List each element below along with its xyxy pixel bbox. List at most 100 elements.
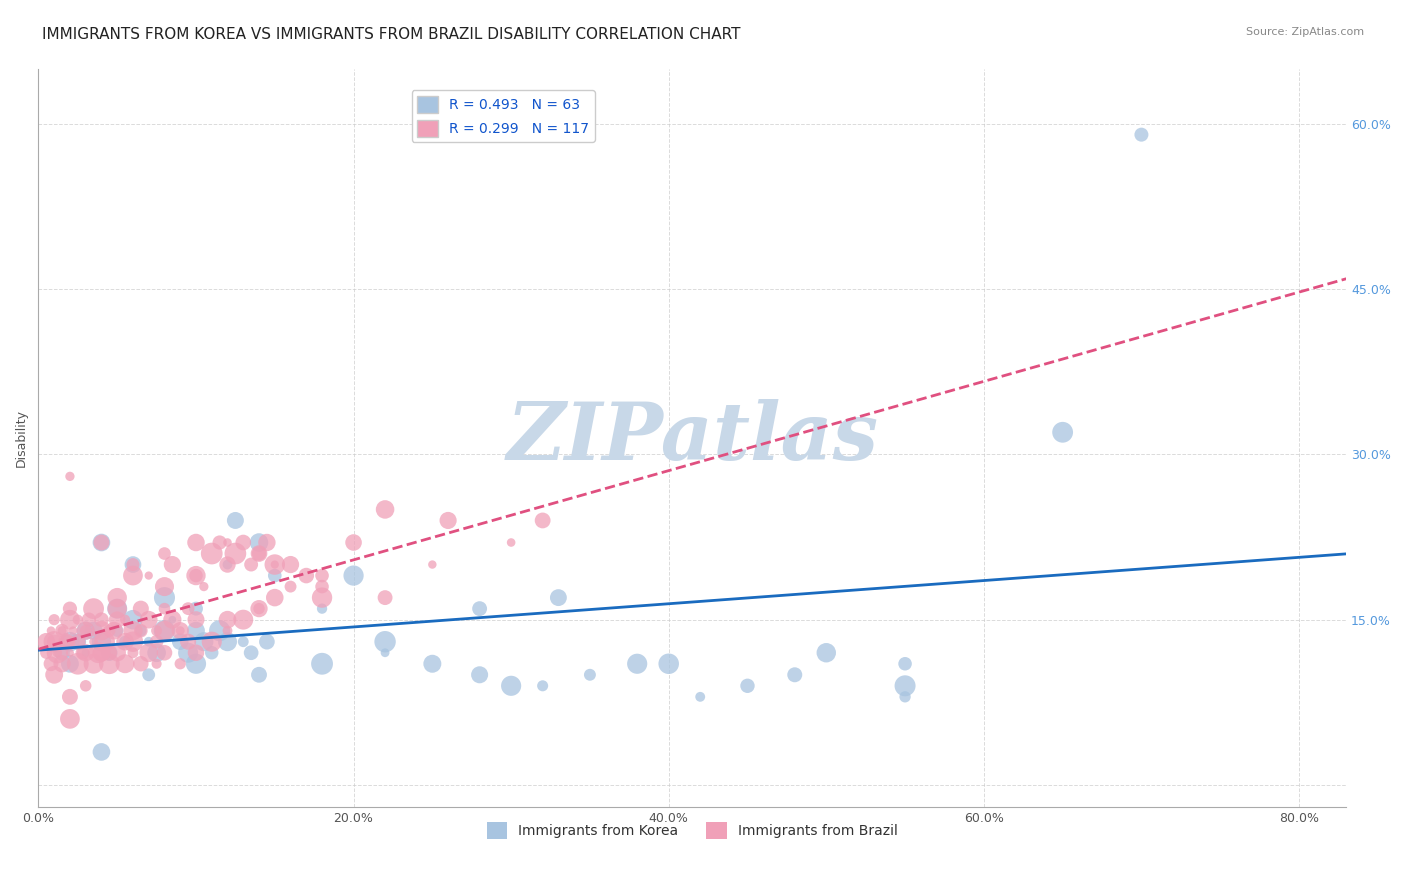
Point <box>280 580 302 594</box>
Point <box>247 601 270 615</box>
Point <box>737 679 759 693</box>
Point <box>122 646 145 660</box>
Point <box>153 624 176 638</box>
Point <box>162 558 184 572</box>
Point <box>66 657 89 671</box>
Point <box>342 535 364 549</box>
Point <box>217 613 239 627</box>
Point <box>783 667 806 681</box>
Point <box>311 580 333 594</box>
Point <box>815 646 838 660</box>
Point <box>311 568 333 582</box>
Point <box>122 634 145 648</box>
Point <box>59 613 82 627</box>
Point <box>501 679 523 693</box>
Point <box>422 657 444 671</box>
Point <box>138 568 160 582</box>
Point <box>374 502 396 516</box>
Point <box>217 535 239 549</box>
Point <box>129 624 152 638</box>
Point <box>263 568 285 582</box>
Point <box>90 535 112 549</box>
Point <box>217 624 239 638</box>
Point <box>105 591 128 605</box>
Point <box>122 613 145 627</box>
Point <box>51 646 73 660</box>
Point <box>193 580 215 594</box>
Point <box>103 624 125 638</box>
Point <box>75 679 97 693</box>
Point <box>153 547 176 561</box>
Point <box>145 624 167 638</box>
Point <box>1052 425 1074 440</box>
Point <box>87 646 110 660</box>
Point <box>263 591 285 605</box>
Point <box>247 547 270 561</box>
Point <box>184 657 207 671</box>
Point <box>83 657 105 671</box>
Point <box>90 745 112 759</box>
Point <box>153 624 176 638</box>
Point <box>579 667 602 681</box>
Point <box>105 646 128 660</box>
Point <box>105 624 128 638</box>
Point <box>217 634 239 648</box>
Point <box>93 634 115 648</box>
Point <box>105 601 128 615</box>
Point <box>247 667 270 681</box>
Point <box>72 646 94 660</box>
Point <box>75 624 97 638</box>
Point <box>114 657 136 671</box>
Point <box>44 613 66 627</box>
Point <box>894 690 917 704</box>
Point <box>217 558 239 572</box>
Point <box>162 613 184 627</box>
Point <box>35 634 58 648</box>
Point <box>193 634 215 648</box>
Point <box>374 591 396 605</box>
Point <box>422 558 444 572</box>
Point <box>114 634 136 648</box>
Point <box>208 624 231 638</box>
Point <box>59 634 82 648</box>
Point <box>98 646 121 660</box>
Point <box>280 558 302 572</box>
Point <box>224 513 246 527</box>
Point <box>122 568 145 582</box>
Point <box>105 613 128 627</box>
Point <box>77 613 100 627</box>
Point <box>122 558 145 572</box>
Point <box>66 613 89 627</box>
Point <box>129 601 152 615</box>
Point <box>240 558 263 572</box>
Point <box>46 646 69 660</box>
Point <box>90 624 112 638</box>
Point <box>59 601 82 615</box>
Point <box>62 624 84 638</box>
Point <box>177 601 200 615</box>
Point <box>177 634 200 648</box>
Point <box>184 646 207 660</box>
Point <box>75 646 97 660</box>
Point <box>129 657 152 671</box>
Point <box>184 613 207 627</box>
Point <box>55 634 77 648</box>
Point <box>39 657 62 671</box>
Point <box>169 657 191 671</box>
Point <box>169 624 191 638</box>
Point <box>75 624 97 638</box>
Point <box>83 624 105 638</box>
Point <box>263 558 285 572</box>
Point <box>138 646 160 660</box>
Point <box>83 601 105 615</box>
Point <box>531 513 554 527</box>
Point <box>98 657 121 671</box>
Point <box>184 624 207 638</box>
Point <box>342 568 364 582</box>
Point <box>263 558 285 572</box>
Point <box>51 657 73 671</box>
Point <box>59 469 82 483</box>
Point <box>256 634 278 648</box>
Point <box>894 657 917 671</box>
Point <box>689 690 711 704</box>
